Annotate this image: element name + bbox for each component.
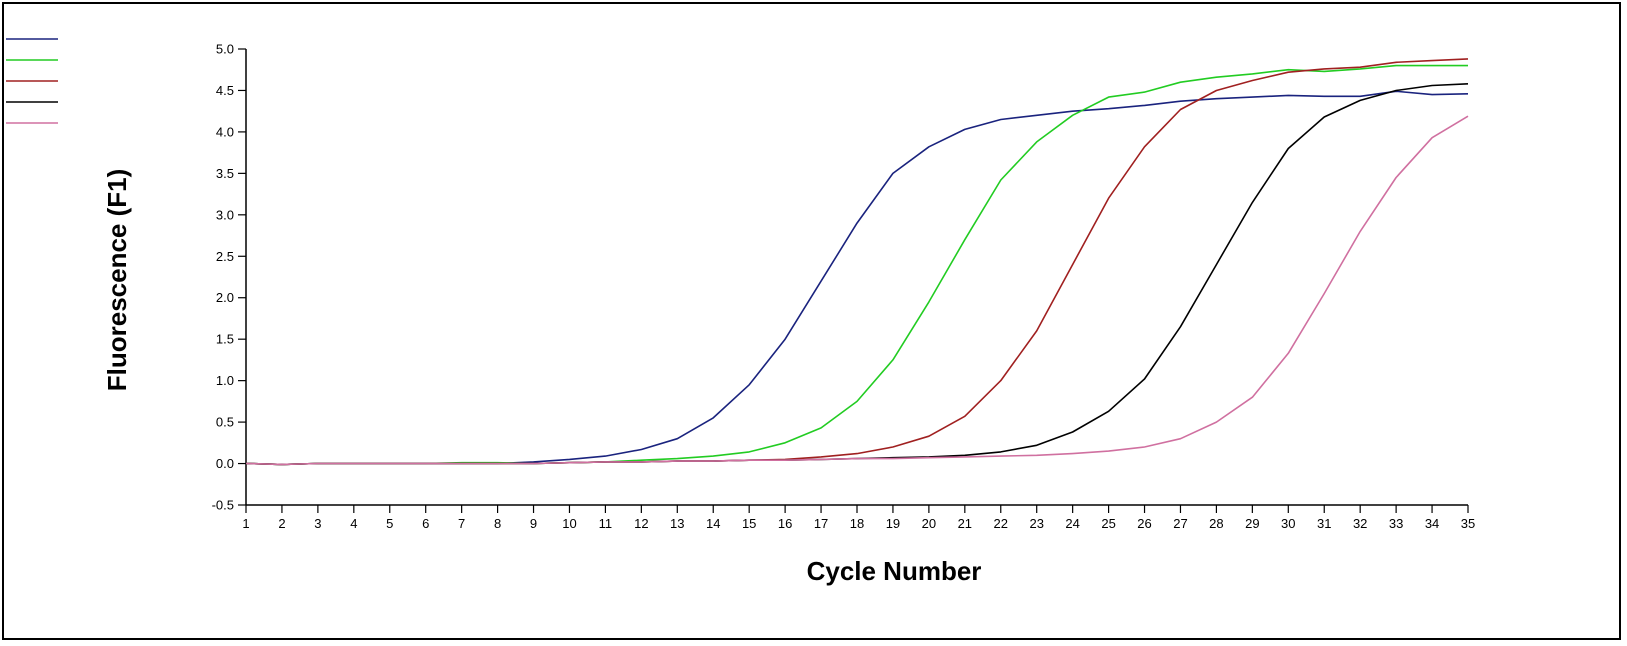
y-tick-label: 0.5 — [216, 415, 234, 430]
x-tick-label: 15 — [742, 516, 756, 531]
x-tick-label: 13 — [670, 516, 684, 531]
legend — [6, 38, 58, 124]
x-tick-label: 9 — [530, 516, 537, 531]
y-axis: -0.5 0.0 0.5 1.0 1.5 2.0 2.5 3.0 3.5 4.0 4.5 5.0 — [212, 42, 247, 513]
x-axis: 1 2 3 4 5 6 7 8 9 10 11 12 13 14 15 16 17 18 19 20 21 22 23 24 2… — [242, 504, 1475, 531]
y-tick-label: 3.0 — [216, 207, 234, 222]
x-tick-label: 35 — [1461, 516, 1475, 531]
y-tick-label: 2.0 — [216, 290, 234, 305]
y-tick-label: -0.5 — [212, 498, 234, 513]
x-tick-label: 3 — [314, 516, 321, 531]
x-tick-label: 16 — [778, 516, 792, 531]
x-tick-label: 22 — [994, 516, 1008, 531]
series-line-3 — [245, 58, 1469, 466]
x-axis-title: Cycle Number — [807, 556, 982, 586]
x-tick-label: 7 — [458, 516, 465, 531]
x-tick-label: 20 — [922, 516, 936, 531]
x-tick-label: 21 — [958, 516, 972, 531]
y-tick-label: 2.5 — [216, 249, 234, 264]
series-line-5 — [245, 115, 1469, 466]
x-tick-label: 25 — [1101, 516, 1115, 531]
x-tick-label: 23 — [1029, 516, 1043, 531]
x-tick-label: 4 — [350, 516, 357, 531]
y-tick-label: 1.5 — [216, 332, 234, 347]
x-tick-label: 2 — [278, 516, 285, 531]
y-tick-label: 0.0 — [216, 456, 234, 471]
x-tick-label: 24 — [1065, 516, 1079, 531]
x-tick-label: 6 — [422, 516, 429, 531]
x-tick-label: 17 — [814, 516, 828, 531]
x-tick-label: 12 — [634, 516, 648, 531]
x-tick-label: 33 — [1389, 516, 1403, 531]
x-tick-label: 11 — [599, 516, 613, 531]
x-tick-label: 27 — [1173, 516, 1187, 531]
x-tick-label: 34 — [1425, 516, 1439, 531]
x-tick-label: 5 — [386, 516, 393, 531]
y-tick-label: 4.0 — [216, 124, 234, 139]
x-tick-label: 18 — [850, 516, 864, 531]
x-tick-label: 32 — [1353, 516, 1367, 531]
y-tick-label: 5.0 — [216, 42, 234, 57]
series-line-4 — [245, 83, 1469, 466]
y-tick-label: 4.5 — [216, 83, 234, 98]
x-tick-label: 1 — [242, 516, 249, 531]
series-line-2 — [245, 64, 1468, 466]
x-tick-label: 10 — [562, 516, 576, 531]
y-axis-title: Fluorescence (F1) — [102, 169, 132, 392]
x-tick-label: 30 — [1281, 516, 1295, 531]
x-tick-label: 28 — [1209, 516, 1223, 531]
x-tick-label: 31 — [1317, 516, 1331, 531]
x-tick-label: 26 — [1137, 516, 1151, 531]
y-tick-label: 3.5 — [216, 166, 234, 181]
x-tick-label: 14 — [706, 516, 720, 531]
y-tick-label: 1.0 — [216, 373, 234, 388]
x-tick-label: 8 — [494, 516, 501, 531]
x-tick-label: 19 — [886, 516, 900, 531]
series-group — [245, 58, 1469, 466]
series-line-1 — [245, 90, 1469, 466]
x-tick-label: 29 — [1245, 516, 1259, 531]
